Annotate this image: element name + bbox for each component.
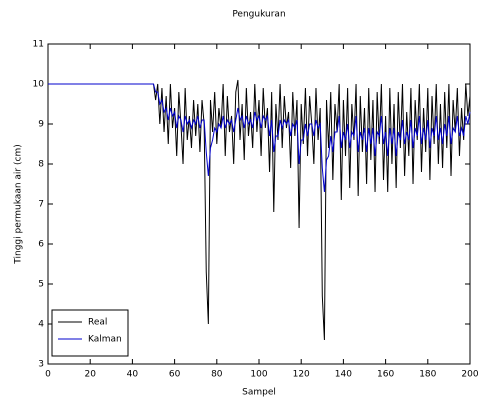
data-line [48,83,471,193]
y-tick-label: 6 [38,240,44,250]
legend-label: Kalman [88,335,122,345]
x-tick-label: 100 [250,370,267,380]
legend-box [51,309,129,357]
y-tick-label: 11 [33,40,44,50]
y-tick-label: 3 [38,360,44,370]
x-tick-label: 20 [84,370,96,380]
y-axis-label: Tinggi permukaan air (cm) [14,144,24,264]
x-tick-label: 0 [45,370,51,380]
x-tick-label: 40 [127,370,139,380]
y-tick-label: 9 [38,120,44,130]
x-axis-label: Sampel [242,388,276,398]
y-tick-label: 8 [38,160,44,170]
x-tick-label: 180 [419,370,436,380]
x-tick-label: 80 [211,370,223,380]
y-tick-label: 7 [38,200,44,210]
y-tick-label: 10 [33,80,45,90]
y-tick-label: 5 [38,280,44,290]
legend-label: Real [88,318,107,328]
x-tick-label: 120 [293,370,310,380]
x-tick-label: 200 [461,370,478,380]
x-tick-label: 60 [169,370,181,380]
x-tick-label: 160 [377,370,394,380]
chart-title: Pengukuran [232,10,285,20]
y-tick-label: 4 [38,320,44,330]
x-tick-label: 140 [335,370,352,380]
